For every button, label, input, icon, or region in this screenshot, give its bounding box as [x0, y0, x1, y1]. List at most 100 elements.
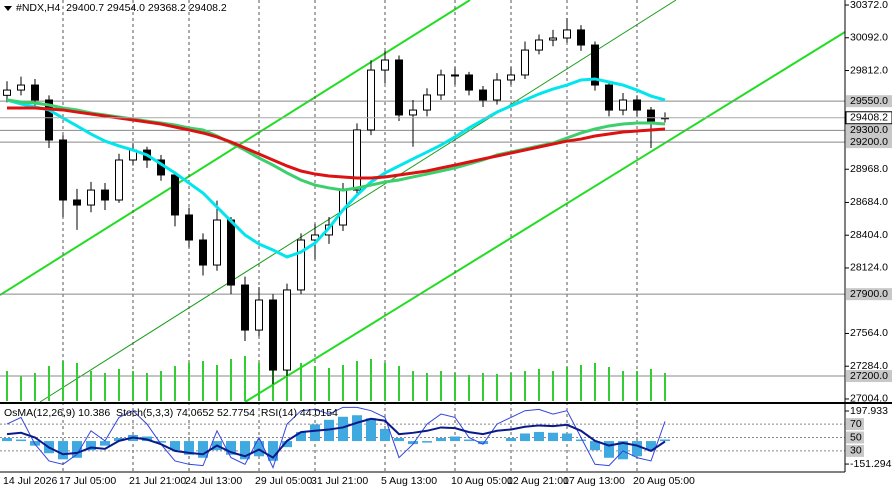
candle-body	[451, 74, 459, 77]
volume-bar	[342, 365, 344, 401]
osma-bar	[534, 431, 544, 442]
osma-bar	[506, 438, 516, 442]
candle-body	[507, 74, 515, 81]
osma-bar	[394, 438, 404, 442]
osma-bar	[408, 441, 418, 445]
y2-tick-box	[846, 418, 864, 431]
candle-body	[101, 189, 109, 201]
y-tick-label: 27004.0	[850, 393, 888, 405]
osma-bar	[72, 441, 82, 458]
volume-bar	[104, 373, 106, 401]
volume-bar	[188, 363, 190, 401]
osma-bar	[58, 441, 68, 460]
x-tick-label: 20 Aug 05:00	[633, 475, 695, 487]
candle-body	[591, 44, 599, 86]
volume-bar	[20, 376, 22, 401]
volume-bar	[482, 373, 484, 401]
level-label: 27900.0	[850, 288, 888, 300]
candle-body	[115, 159, 123, 201]
level-box	[846, 288, 892, 301]
volume-bar	[146, 373, 148, 401]
volume-bar	[6, 371, 8, 401]
x-tick-label: 21 Jul 21:00	[129, 475, 186, 487]
candle-body	[31, 84, 39, 101]
volume-bar	[258, 363, 260, 401]
current-price-label: 29408.2	[850, 112, 888, 124]
volume-bar	[412, 371, 414, 401]
candle-body	[171, 174, 179, 216]
volume-bar	[538, 369, 540, 401]
osma-bar	[632, 441, 642, 457]
osma-bar	[464, 439, 474, 442]
candle-body	[395, 59, 403, 116]
current-price-box	[845, 111, 892, 125]
volume-bar	[34, 373, 36, 401]
level-box	[846, 136, 892, 149]
candle-body	[283, 289, 291, 371]
volume-bar	[370, 359, 372, 401]
y-tick-label: 29812.0	[850, 64, 888, 76]
osma-bar	[86, 441, 96, 451]
osma-bar	[576, 439, 586, 442]
candle-body	[3, 89, 11, 96]
y2-tick-box	[846, 444, 864, 457]
osma-bar	[646, 441, 656, 451]
volume-bar	[622, 371, 624, 401]
volume-bar	[118, 369, 120, 401]
level-box	[846, 95, 892, 108]
candle-body	[45, 99, 53, 141]
x-tick-label: 12 Aug 21:00	[507, 475, 569, 487]
moving-average	[6, 77, 666, 259]
candle-body	[73, 199, 81, 206]
candle-body	[185, 214, 193, 241]
volume-bar	[76, 363, 78, 401]
osma-bar	[590, 441, 600, 451]
volume-bar	[454, 373, 456, 401]
x-tick-label: 29 Jul 05:00	[255, 475, 312, 487]
volume-bar	[216, 365, 218, 401]
osma-bar	[198, 441, 208, 458]
osma-bar	[352, 415, 362, 442]
osma-bar	[114, 438, 124, 442]
volume-bar	[90, 371, 92, 401]
volume-bar	[286, 361, 288, 401]
osma-bar	[100, 441, 110, 446]
osma-bar	[520, 433, 530, 442]
osma-bar	[282, 441, 292, 448]
y-tick-label: 27564.0	[850, 327, 888, 339]
y-tick-label: 197.933	[850, 405, 888, 417]
volume-bar	[552, 371, 554, 401]
x-tick-label: 17 Aug 13:00	[563, 475, 625, 487]
osma-bar	[660, 439, 670, 442]
x-tick-label: 5 Aug 13:00	[381, 475, 437, 487]
osma-bar	[604, 441, 614, 458]
volume-bar	[230, 359, 232, 401]
osma-bar	[226, 441, 236, 455]
volume-bar	[636, 371, 638, 401]
candle-body	[17, 84, 25, 91]
x-tick-label: 10 Aug 05:00	[451, 475, 513, 487]
y-tick-label: 28124.0	[850, 262, 888, 274]
level-box	[846, 124, 892, 137]
level-label: 29300.0	[850, 124, 888, 136]
x-tick-label: 14 Jul 2026	[3, 475, 57, 487]
osma-bar	[16, 439, 26, 442]
osma-bar	[618, 441, 628, 460]
level-label: 29200.0	[850, 136, 888, 148]
y2-tick-label: 70	[850, 418, 862, 430]
volume-bar	[664, 373, 666, 401]
osma-bar	[380, 428, 390, 442]
menu-arrow[interactable]	[4, 6, 12, 11]
volume-bar	[510, 373, 512, 401]
volume-bar	[314, 366, 316, 401]
osma-bar	[338, 416, 348, 442]
candle-body	[87, 189, 95, 206]
osma-bar	[2, 438, 12, 442]
volume-bar	[132, 371, 134, 401]
oscillator-line	[6, 417, 666, 459]
volume-bar	[440, 371, 442, 401]
volume-bar	[580, 365, 582, 401]
osma-bar	[562, 433, 572, 442]
